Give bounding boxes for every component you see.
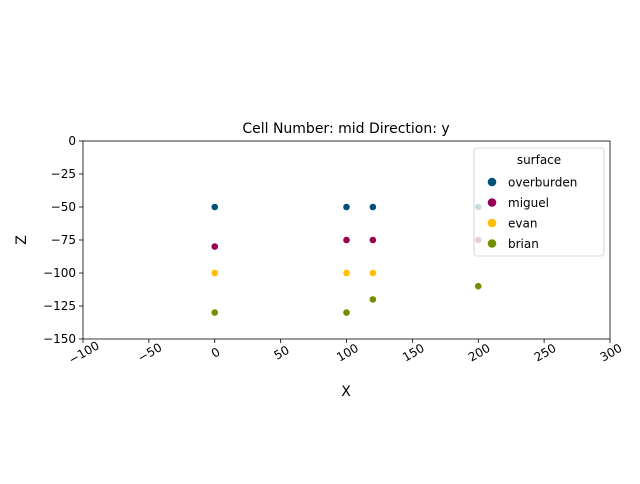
- x-tick-label: 50: [272, 343, 292, 363]
- legend-marker-brian: [487, 239, 497, 248]
- data-point-miguel: [211, 243, 219, 250]
- data-point-overburden: [343, 203, 350, 211]
- data-point-brian: [211, 309, 219, 316]
- data-point-brian: [474, 282, 482, 290]
- legend-box: [473, 147, 605, 257]
- legend-title: surface: [517, 153, 561, 167]
- legend-label-overburden: overburden: [508, 176, 577, 190]
- data-point-brian: [369, 296, 377, 303]
- y-axis-label: Z: [14, 235, 30, 245]
- y-tick-label: −150: [43, 332, 76, 346]
- legend-marker-evan: [487, 218, 497, 228]
- legend: surface overburden miguel evan brian: [473, 147, 605, 257]
- x-axis-label: X: [341, 384, 351, 400]
- x-tick-label: 0: [209, 345, 223, 361]
- x-tick-label: 100: [334, 341, 361, 365]
- legend-marker-overburden: [487, 177, 497, 187]
- y-tick-label: −100: [43, 266, 76, 280]
- y-tick-label: −25: [51, 167, 76, 181]
- data-point-evan: [369, 269, 377, 277]
- x-tick-label: 150: [400, 341, 427, 365]
- y-tick-label: −75: [51, 233, 76, 247]
- x-tick-label: 300: [598, 341, 625, 365]
- y-tick-label: 0: [68, 134, 76, 148]
- data-point-brian: [343, 309, 350, 316]
- data-point-evan: [343, 269, 350, 277]
- legend-label-brian: brian: [508, 237, 539, 251]
- legend-label-evan: evan: [508, 217, 537, 231]
- x-tick-label: 250: [532, 341, 559, 365]
- y-tick-label: −50: [51, 200, 76, 214]
- data-points: [211, 203, 482, 316]
- data-point-miguel: [369, 236, 377, 244]
- data-point-evan: [211, 269, 219, 277]
- x-tick-label: 200: [466, 341, 493, 365]
- data-point-overburden: [211, 203, 219, 211]
- legend-label-miguel: miguel: [508, 196, 549, 210]
- legend-marker-miguel: [487, 198, 497, 207]
- data-point-overburden: [369, 203, 377, 211]
- chart-title: Cell Number: mid Direction: y: [242, 121, 449, 137]
- x-tick-label: −50: [135, 340, 164, 365]
- y-tick-label: −125: [43, 299, 76, 313]
- data-point-miguel: [343, 236, 350, 244]
